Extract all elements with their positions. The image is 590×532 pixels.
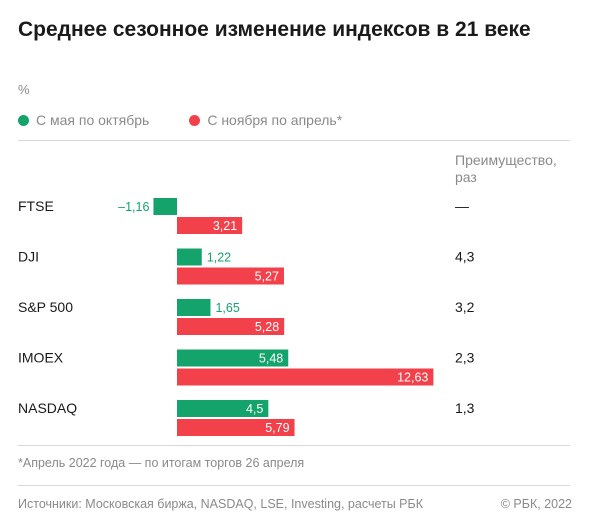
chart-title: Среднее сезонное изменение индексов в 21… bbox=[18, 18, 531, 41]
source-text: Источники: Московская биржа, NASDAQ, LSE… bbox=[18, 497, 423, 511]
legend-label-may-oct: С мая по октябрь bbox=[36, 112, 150, 128]
bar-nov-apr-imoex bbox=[177, 368, 434, 386]
category-label-dji: DJI bbox=[18, 249, 39, 265]
copyright-text: © РБК, 2022 bbox=[500, 497, 572, 511]
value-label-nov-apr-s-p-500: 5,28 bbox=[255, 320, 279, 334]
category-label-ftse: FTSE bbox=[18, 198, 54, 214]
bar-may-oct-nasdaq bbox=[177, 400, 269, 417]
value-label-may-oct-s-p-500: 1,65 bbox=[215, 301, 239, 315]
value-label-nov-apr-ftse: 3,21 bbox=[213, 219, 237, 233]
bar-may-oct-imoex bbox=[177, 349, 289, 367]
bottom-divider bbox=[18, 445, 570, 446]
bar-nov-apr-dji bbox=[177, 267, 284, 285]
advantage-value-dji: 4,3 bbox=[455, 249, 475, 265]
value-label-nov-apr-imoex: 12,63 bbox=[397, 371, 428, 385]
bar-chart: FTSE –1,16 3,21 — DJI 1,22 5,27 4,3 S&P 500 1,65 5… bbox=[18, 198, 475, 436]
bar-may-oct-dji bbox=[177, 248, 202, 266]
category-label-s-p-500: S&P 500 bbox=[18, 299, 73, 315]
unit-label: % bbox=[18, 82, 30, 97]
advantage-value-ftse: — bbox=[455, 198, 469, 214]
bar-nov-apr-s-p-500 bbox=[177, 318, 285, 335]
advantage-value-imoex: 2,3 bbox=[455, 350, 475, 366]
value-label-nov-apr-nasdaq: 5,79 bbox=[265, 421, 289, 435]
legend-dot-green bbox=[18, 114, 29, 126]
value-label-may-oct-nasdaq: 4,5 bbox=[246, 402, 263, 416]
category-label-nasdaq: NASDAQ bbox=[18, 400, 77, 416]
value-label-may-oct-imoex: 5,48 bbox=[259, 352, 283, 366]
legend: С мая по октябрь С ноября по апрель* bbox=[18, 112, 382, 128]
value-label-may-oct-ftse: –1,16 bbox=[118, 200, 149, 214]
value-label-may-oct-dji: 1,22 bbox=[207, 251, 231, 265]
bar-may-oct-ftse bbox=[153, 198, 177, 215]
footer-divider bbox=[18, 485, 570, 486]
legend-item-may-oct: С мая по октябрь bbox=[18, 112, 149, 128]
category-label-imoex: IMOEX bbox=[18, 350, 64, 366]
bar-nov-apr-ftse bbox=[177, 217, 243, 234]
legend-dot-red bbox=[189, 114, 201, 126]
advantage-header: Преимущество, раз bbox=[455, 152, 557, 185]
footnote: *Апрель 2022 года — по итогам торгов 26 … bbox=[18, 456, 305, 470]
bar-nov-apr-nasdaq bbox=[177, 419, 295, 436]
advantage-value-nasdaq: 1,3 bbox=[455, 400, 475, 416]
legend-item-nov-apr: С ноября по апрель* bbox=[189, 112, 342, 128]
advantage-value-s-p-500: 3,2 bbox=[455, 299, 475, 315]
legend-label-nov-apr: С ноября по апрель* bbox=[207, 112, 343, 128]
top-divider bbox=[18, 140, 570, 141]
bar-may-oct-s-p-500 bbox=[177, 299, 211, 316]
value-label-nov-apr-dji: 5,27 bbox=[255, 270, 279, 284]
